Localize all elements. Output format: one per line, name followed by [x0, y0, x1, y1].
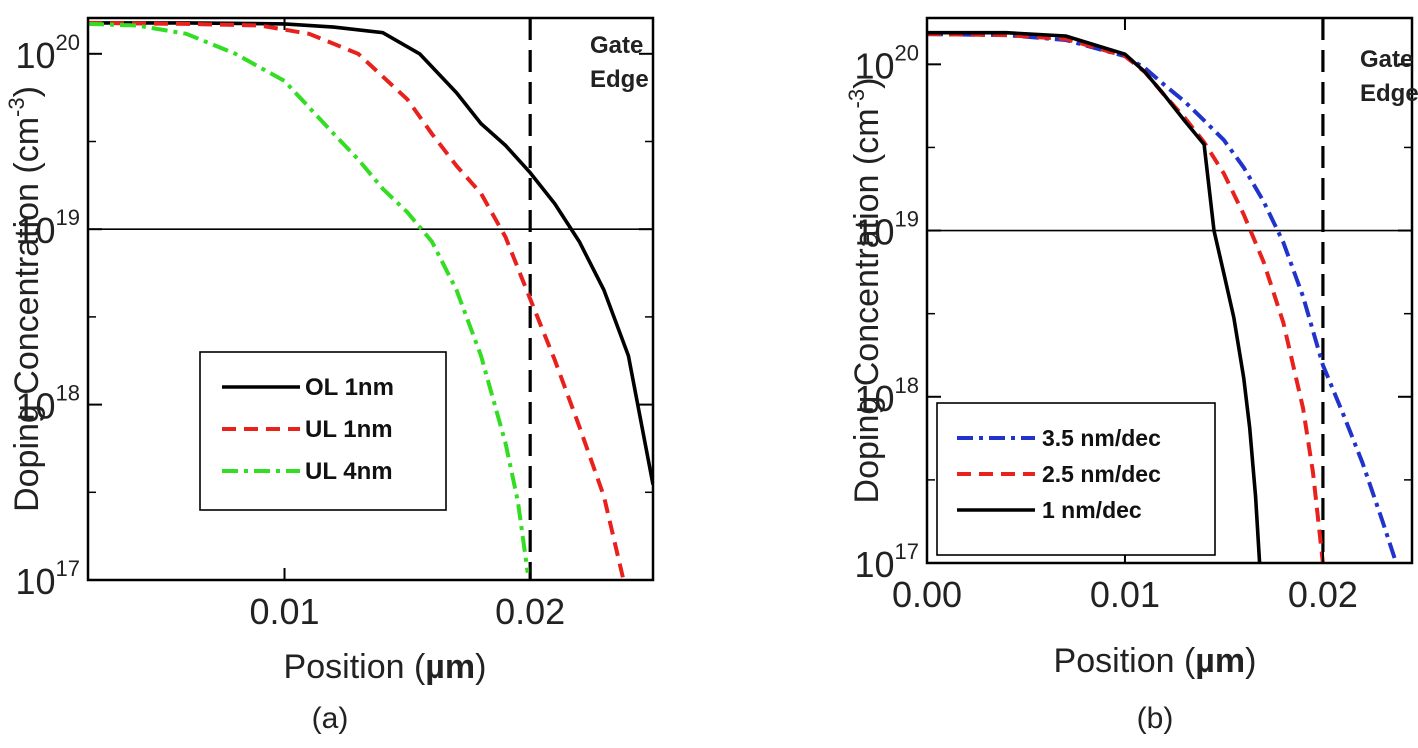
legend-box-b: [936, 402, 1216, 556]
legend-label-b-0: 3.5 nm/dec: [1042, 425, 1161, 451]
gate-edge-annotation-a-0: Gate: [590, 32, 643, 59]
x-axis-title-a: Position (µm): [284, 648, 487, 686]
x-tick-label-a-0: 0.01: [249, 591, 319, 632]
panel-a-label: (a): [312, 702, 349, 735]
plot-frame-b: [925, 16, 1414, 565]
legend-label-b-1: 2.5 nm/dec: [1042, 461, 1161, 487]
legend-label-a-2: UL 4nm: [305, 458, 393, 485]
x-tick-label-b-2: 0.02: [1288, 574, 1358, 615]
panel-b-label: (b): [1137, 702, 1174, 735]
y-tick-label-b-2: 1019: [854, 207, 919, 253]
y-tick-label-a-2: 1019: [15, 205, 80, 251]
y-tick-label-a-0: 1017: [15, 556, 80, 602]
y-axis-title-a: Doping Concentration (cm-3): [4, 86, 46, 512]
y-tick-label-b-3: 1020: [854, 40, 919, 86]
legend-label-a-1: UL 1nm: [305, 416, 393, 443]
y-tick-label-b-0: 1017: [854, 539, 919, 585]
series-line-b-2: [927, 30, 1262, 563]
y-axis-title-b: Doping Concentration (cm-3): [844, 78, 886, 504]
x-tick-label-b-0: 0.00: [892, 574, 962, 615]
chart-panel-a: 0.01 0.02 1017 1018 1019 1020 Doping Concentra…: [4, 16, 655, 735]
plot-frame-a: [86, 16, 655, 582]
x-tick-label-b-1: 0.01: [1090, 574, 1160, 615]
legend-box-a: [199, 351, 447, 511]
x-tick-label-a-1: 0.02: [495, 591, 565, 632]
x-axis-title-b: Position (µm): [1054, 642, 1257, 680]
y-tick-label-b-1: 1018: [854, 373, 919, 419]
gate-edge-annotation-a-1: Edge: [590, 66, 649, 93]
series-line-a-2: [88, 21, 530, 573]
gate-edge-annotation-b-1: Edge: [1360, 80, 1418, 107]
y-tick-label-a-1: 1018: [15, 381, 80, 427]
legend-label-a-0: OL 1nm: [305, 374, 394, 401]
gate-edge-annotation-b-0: Gate: [1360, 46, 1413, 73]
series-line-a-0: [88, 21, 653, 485]
legend-label-b-2: 1 nm/dec: [1042, 497, 1142, 523]
y-tick-label-a-3: 1020: [15, 30, 80, 76]
series-line-a-1: [88, 20, 626, 580]
